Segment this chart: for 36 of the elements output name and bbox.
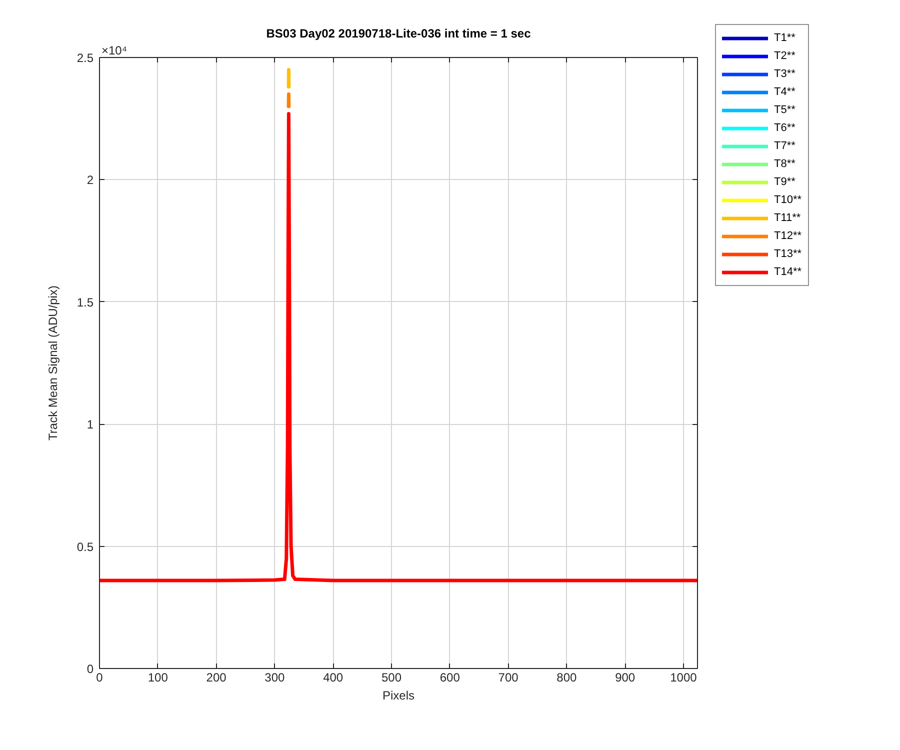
y-tick-label: 2.5 <box>76 51 94 65</box>
legend-label: T10** <box>774 192 802 207</box>
legend-label: T8** <box>774 156 796 171</box>
y-tick-label: 0 <box>86 662 94 676</box>
x-tick-label: 400 <box>323 670 344 684</box>
legend-label: T9** <box>774 174 796 189</box>
x-tick-label: 0 <box>96 670 104 684</box>
x-tick-label: 300 <box>264 670 286 684</box>
y-tick-label: 1.5 <box>76 295 94 310</box>
y-axis-title: Track Mean Signal (ADU/pix) <box>46 286 60 440</box>
annotation: ×10⁴ <box>102 44 128 58</box>
legend-label: T6** <box>774 120 796 135</box>
x-tick-label: 800 <box>556 670 578 684</box>
y-tick-label: 2 <box>86 173 94 188</box>
legend-label: T13** <box>774 246 802 261</box>
line-series <box>100 112 698 582</box>
legend-label: T5** <box>774 102 796 117</box>
x-tick-label: 500 <box>381 670 402 684</box>
legend-label: T1** <box>774 30 796 45</box>
x-tick-label: 1000 <box>670 670 698 684</box>
legend-label: T7** <box>774 138 796 153</box>
legend-label: T2** <box>774 48 796 63</box>
y-tick-label: 1 <box>86 418 94 432</box>
legend-label: T12** <box>774 228 802 243</box>
legend-label: T14** <box>774 264 802 279</box>
chart-title: BS03 Day02 20190718-Lite-036 int time = 1 sec <box>266 26 532 40</box>
x-axis-title: Pixels <box>382 688 415 702</box>
y-tick-label: 0.5 <box>76 540 94 554</box>
x-tick-label: 200 <box>206 670 227 684</box>
legend-label: T3** <box>774 66 796 81</box>
x-tick-label: 700 <box>498 670 519 684</box>
x-tick-label: 100 <box>148 670 168 684</box>
legend-label: T4** <box>774 84 796 99</box>
x-tick-label: 900 <box>615 670 636 684</box>
legend-label: T11** <box>774 210 801 225</box>
x-tick-label: 600 <box>440 670 460 684</box>
